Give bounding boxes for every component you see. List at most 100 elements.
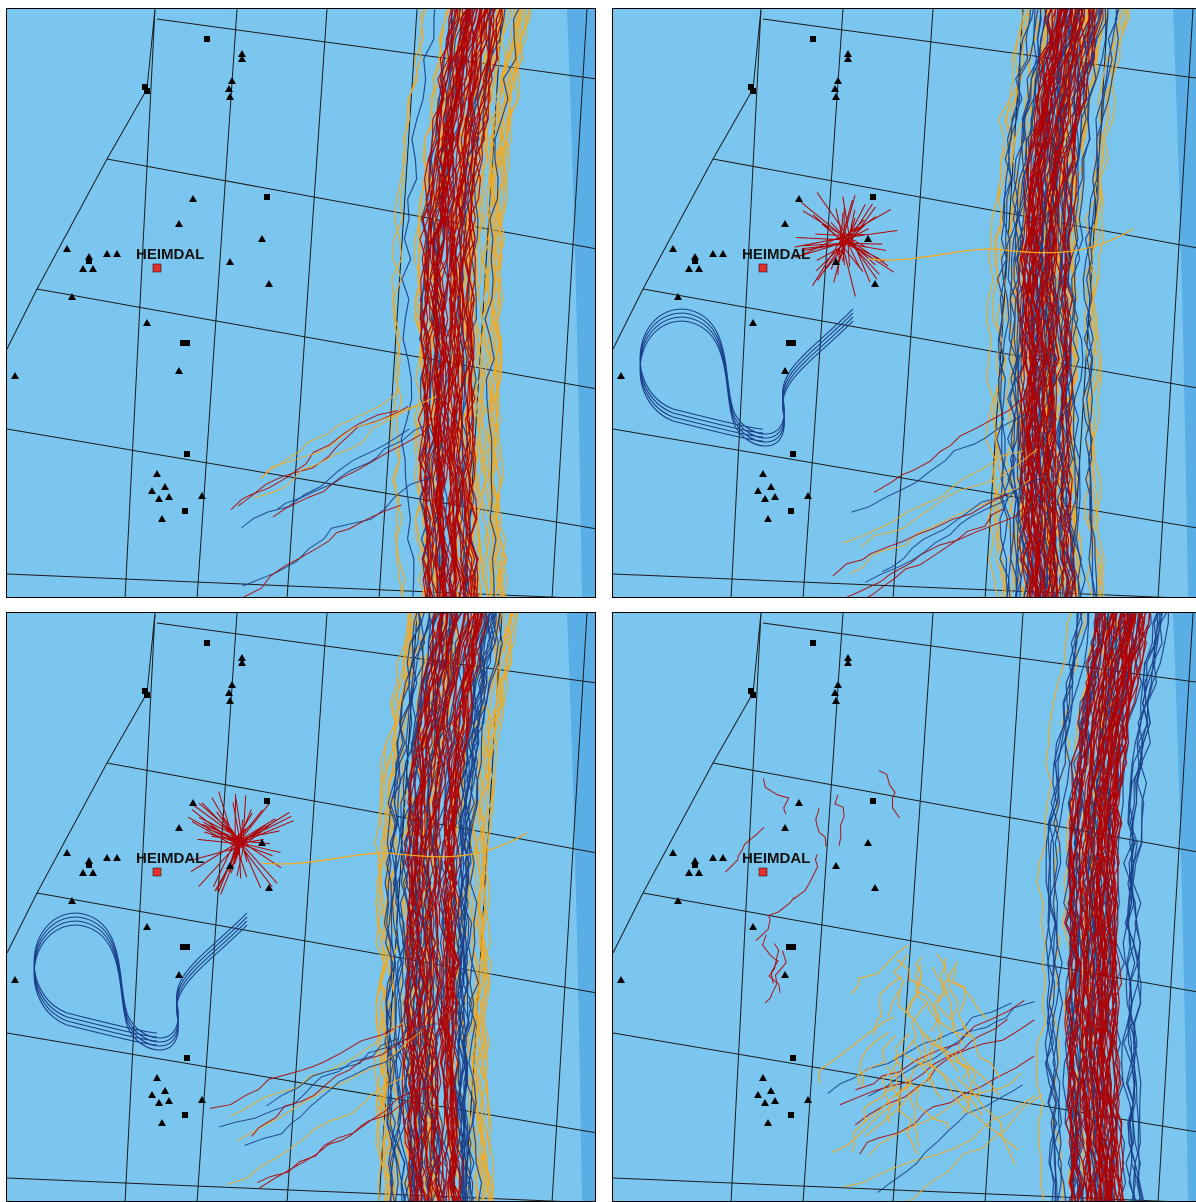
heimdal-field-marker [153, 264, 161, 272]
platform-triangle-icon [158, 1119, 166, 1126]
platform-triangle-icon [669, 849, 677, 856]
platform-triangle-icon [709, 250, 717, 257]
grid-line [287, 9, 327, 598]
platform-triangle-icon [832, 93, 840, 100]
platform-square-icon [692, 258, 698, 264]
platform-triangle-icon [832, 697, 840, 704]
platform-triangle-icon [764, 1119, 772, 1126]
platform-square-icon [144, 88, 150, 94]
platform-square-icon [144, 692, 150, 698]
platform-triangle-icon [795, 799, 803, 806]
vessel-track [763, 779, 788, 815]
platform-triangle-icon [767, 483, 775, 490]
platform-triangle-icon [113, 250, 121, 257]
grid-line [731, 613, 761, 1202]
platform-square-icon [86, 862, 92, 868]
platform-square-icon [750, 692, 756, 698]
platform-triangle-icon [719, 250, 727, 257]
vessel-track [865, 1079, 928, 1137]
platform-triangle-icon [804, 492, 812, 499]
platform-triangle-icon [11, 372, 19, 379]
platform-square-icon [790, 451, 796, 457]
platform-triangle-icon [153, 470, 161, 477]
boundary-line [7, 9, 155, 349]
platform-triangle-icon [148, 487, 156, 494]
platform-triangle-icon [175, 367, 183, 374]
platform-square-icon [870, 798, 876, 804]
map-panel-top-right: HEIMDAL [612, 8, 1196, 598]
boundary-line [7, 613, 155, 953]
platform-triangle-icon [79, 869, 87, 876]
platform-square-icon [264, 194, 270, 200]
platform-triangle-icon [864, 235, 872, 242]
platform-triangle-icon [175, 824, 183, 831]
platform-triangle-icon [767, 1087, 775, 1094]
platform-triangle-icon [103, 250, 111, 257]
platform-triangle-icon [617, 976, 625, 983]
field-label: HEIMDAL [742, 850, 810, 867]
platform-triangle-icon [674, 293, 682, 300]
platform-triangle-icon [759, 470, 767, 477]
vessel-track [497, 9, 531, 598]
platform-triangle-icon [226, 697, 234, 704]
platform-triangle-icon [781, 824, 789, 831]
platform-triangle-icon [189, 195, 197, 202]
platform-triangle-icon [265, 884, 273, 891]
platform-triangle-icon [685, 869, 693, 876]
platform-triangle-icon [761, 495, 769, 502]
platform-triangle-icon [764, 515, 772, 522]
map-canvas: HEIMDAL [613, 9, 1196, 598]
map-canvas: HEIMDAL [7, 9, 596, 598]
platform-triangle-icon [265, 280, 273, 287]
platform-square-icon [788, 508, 794, 514]
platform-square-icon [692, 862, 698, 868]
map-canvas: HEIMDAL [613, 613, 1196, 1202]
platform-triangle-icon [103, 854, 111, 861]
vessel-track [226, 1077, 404, 1184]
platform-triangle-icon [155, 1099, 163, 1106]
vessel-track [897, 960, 950, 1019]
platform-triangle-icon [719, 854, 727, 861]
boundary-line [613, 9, 761, 349]
platform-triangle-icon [781, 971, 789, 978]
platform-triangle-icon [175, 220, 183, 227]
platform-square-icon [790, 1055, 796, 1061]
platform-square-icon [264, 798, 270, 804]
grid-line [763, 19, 1196, 79]
platform-triangle-icon [11, 976, 19, 983]
grid-line [7, 1033, 596, 1133]
map-panel-bottom-right: HEIMDAL [612, 612, 1196, 1202]
platform-square-icon [790, 340, 796, 346]
vessel-track [239, 844, 272, 887]
grid-line [7, 1178, 596, 1202]
deep-water [1173, 9, 1196, 598]
platform-triangle-icon [228, 681, 236, 688]
grid-line [7, 429, 596, 529]
platform-square-icon [204, 36, 210, 42]
platform-triangle-icon [68, 897, 76, 904]
grid-line [125, 9, 155, 598]
vessel-track [210, 1025, 402, 1108]
map-canvas: HEIMDAL [7, 613, 596, 1202]
platform-square-icon [750, 88, 756, 94]
grid-line [107, 763, 596, 853]
vessel-track [238, 406, 408, 506]
vessel-track [851, 945, 908, 994]
platform-triangle-icon [226, 258, 234, 265]
vessel-track [930, 1049, 971, 1115]
field-label: HEIMDAL [136, 246, 204, 263]
platform-triangle-icon [143, 923, 151, 930]
map-grid [7, 613, 596, 1202]
platform-square-icon [810, 36, 816, 42]
platform-triangle-icon [63, 245, 71, 252]
platform-triangle-icon [871, 280, 879, 287]
platform-triangle-icon [674, 897, 682, 904]
platform-square-icon [184, 340, 190, 346]
platform-square-icon [870, 194, 876, 200]
platform-triangle-icon [155, 495, 163, 502]
platform-triangle-icon [749, 923, 757, 930]
grid-line [613, 574, 1196, 598]
platform-triangle-icon [228, 77, 236, 84]
grid-line [107, 159, 596, 249]
platform-square-icon [788, 1112, 794, 1118]
